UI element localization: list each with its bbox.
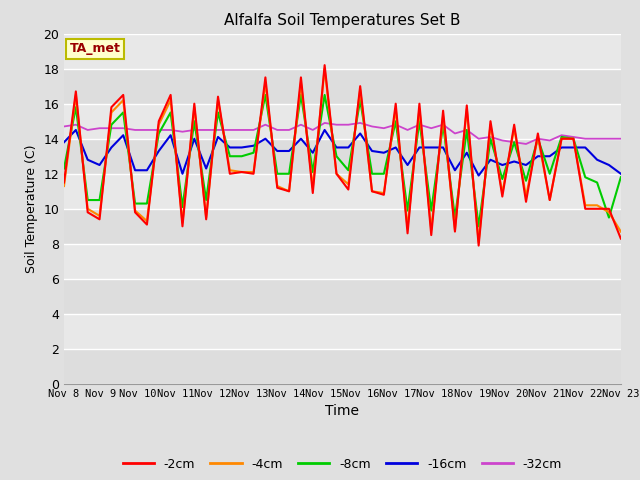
X-axis label: Time: Time: [325, 405, 360, 419]
Bar: [64, 244, 621, 279]
Bar: [64, 314, 621, 349]
Bar: [64, 139, 621, 174]
Legend: -2cm, -4cm, -8cm, -16cm, -32cm: -2cm, -4cm, -8cm, -16cm, -32cm: [118, 453, 567, 476]
Bar: [64, 104, 621, 139]
Bar: [64, 174, 621, 209]
Bar: [64, 349, 621, 384]
Y-axis label: Soil Temperature (C): Soil Temperature (C): [25, 144, 38, 273]
Bar: [64, 209, 621, 244]
Text: TA_met: TA_met: [70, 42, 120, 55]
Bar: [64, 279, 621, 314]
Bar: [64, 69, 621, 104]
Bar: [64, 34, 621, 69]
Title: Alfalfa Soil Temperatures Set B: Alfalfa Soil Temperatures Set B: [224, 13, 461, 28]
